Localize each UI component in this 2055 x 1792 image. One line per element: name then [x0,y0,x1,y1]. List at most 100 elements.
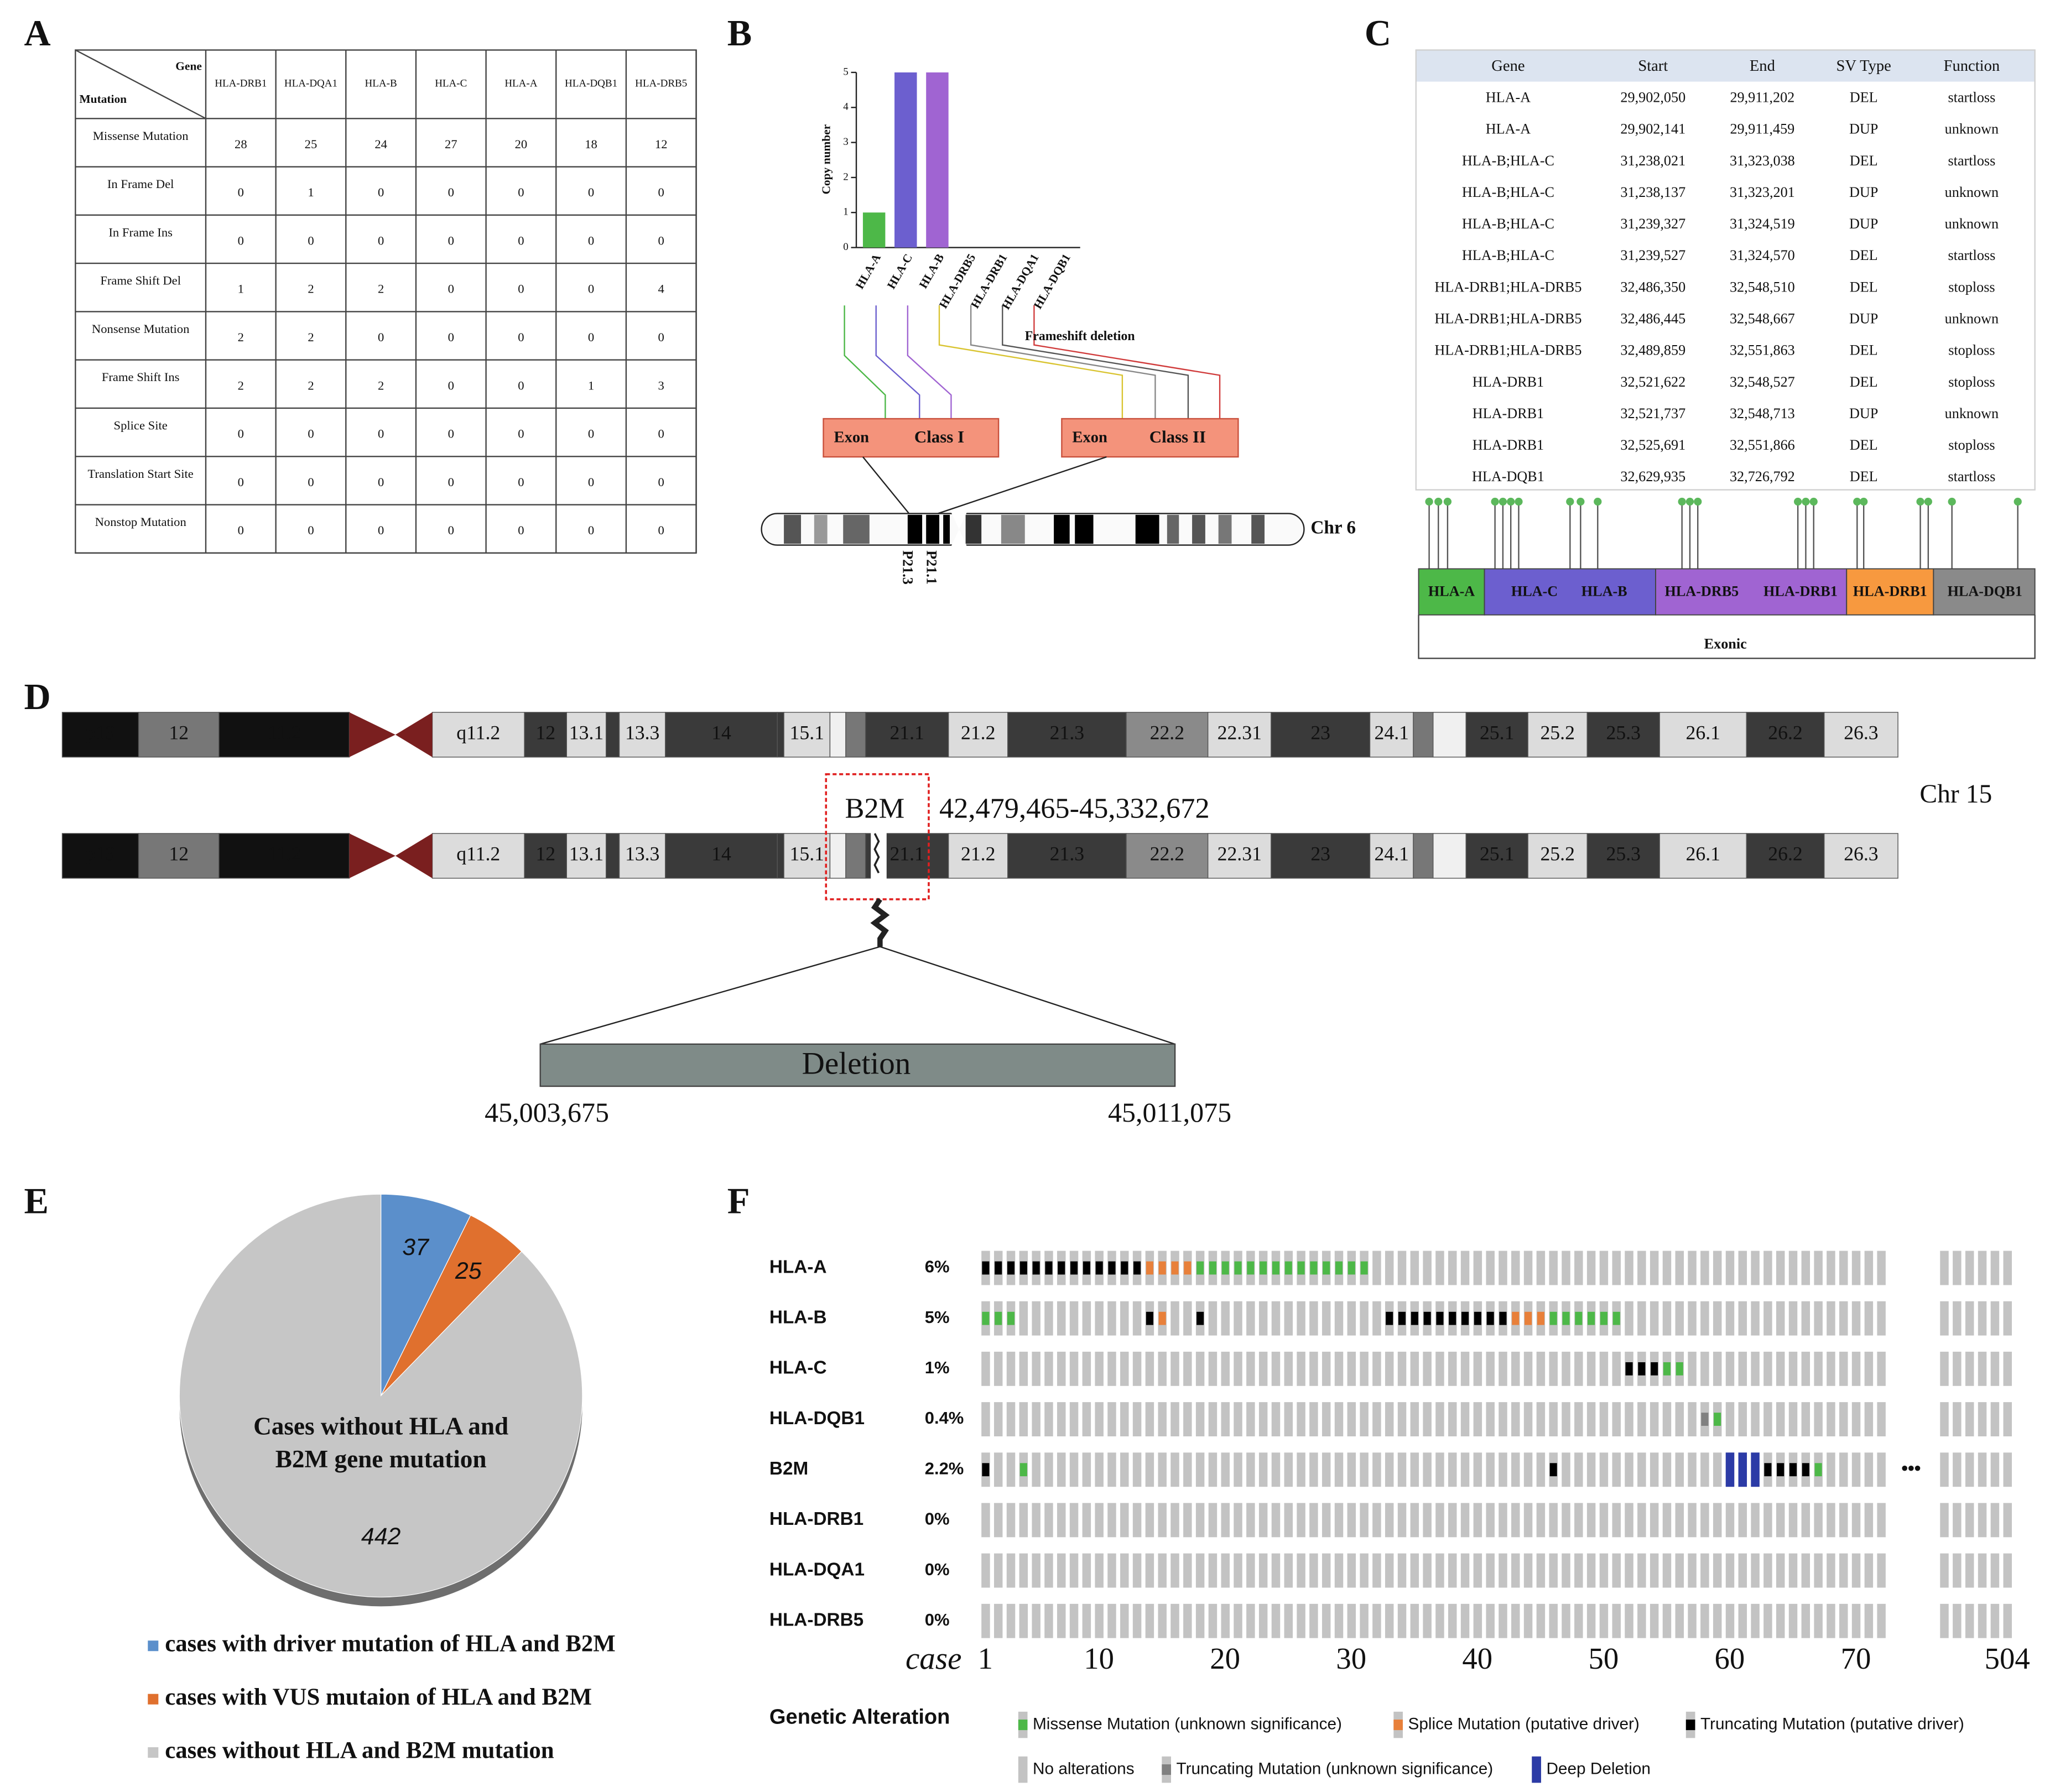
case-cell [1725,1402,1735,1436]
case-cell [1700,1251,1709,1285]
case-cell [1637,1553,1646,1588]
cell-value: 0 [658,330,664,344]
case-cell [1562,1452,1570,1487]
case-cell [1132,1301,1142,1336]
case-cell [1183,1503,1192,1538]
case-cell [1864,1553,1874,1588]
cell-value: 1 [308,185,314,199]
case-cell [1322,1553,1331,1588]
gene-percent: 5% [925,1307,950,1327]
chromosome-band [814,514,828,544]
cell-value: 0 [588,282,594,296]
case-cell [1536,1351,1546,1386]
start-label: 45,003,675 [485,1097,609,1128]
case-cell [1360,1553,1369,1588]
chromosome-band [61,712,139,758]
case-cell [1297,1603,1305,1638]
column-header: Start [1638,58,1668,75]
centromere [951,529,967,546]
case-cell [1675,1553,1684,1588]
case-cell [1839,1351,1848,1386]
alteration [1007,1261,1015,1275]
band-label: 12 [535,843,555,865]
zoom-line [540,946,881,1045]
chromosome-band [1746,833,1825,879]
case-cell [1032,1301,1040,1336]
case-cell [1460,1402,1470,1436]
lollipop-head [1860,497,1868,506]
region-label: Exonic [1704,636,1747,652]
case-cell [1069,1452,1079,1487]
case-cell [1057,1351,1066,1386]
case-cell [1473,1351,1482,1386]
case-cell [1511,1351,1520,1386]
case-cell [1473,1503,1482,1538]
case-cell [1536,1402,1546,1436]
case-cell [1347,1351,1356,1386]
legend-swatch-mark [1685,1720,1695,1731]
connector [1033,305,1221,419]
x-tick-label: 10 [1084,1642,1114,1675]
case-cell [1322,1402,1331,1436]
case-cell [1953,1603,1962,1638]
case-cell [1069,1301,1079,1336]
case-cell [1574,1452,1583,1487]
cell-value: 1 [238,282,244,296]
case-cell [1536,1503,1546,1538]
cell-value: 0 [378,523,384,537]
alteration [1701,1413,1709,1426]
case-cell [1827,1503,1835,1538]
cell: HLA-A [1486,90,1531,106]
case-cell [1410,1603,1419,1638]
chromosome-band [1369,712,1414,758]
case-cell [1360,1402,1369,1436]
table-border [1415,49,2036,491]
case-cell [1713,1301,1722,1336]
case-cell [1978,1553,1987,1588]
lollipop-head [1491,497,1499,506]
case-cell [1208,1351,1218,1386]
cell-value: 0 [238,475,244,489]
cell: DEL [1850,90,1878,106]
case-cell [1801,1553,1811,1588]
cell: HLA-A [1486,121,1531,137]
case-cell [1044,1553,1053,1588]
case-cell [1385,1351,1394,1386]
y-axis-label: Copy number [820,124,833,194]
cell: HLA-DRB1;HLA-DRB5 [1434,311,1581,327]
connector [938,305,1123,419]
zoom-line [862,456,910,514]
alteration [1019,1261,1027,1275]
cell: 29,902,050 [1620,90,1685,106]
case-cell [1234,1402,1242,1436]
chromosome-band [1465,712,1528,758]
band-label: 13.3 [625,722,659,744]
case-cell [1751,1603,1760,1638]
case-cell [2003,1553,2012,1588]
cell: 29,902,141 [1620,121,1685,137]
case-cell [1675,1402,1684,1436]
case-cell [1044,1351,1053,1386]
case-cell [1258,1603,1268,1638]
case-cell [1486,1452,1495,1487]
case-cell [1788,1301,1798,1336]
cell-value: 0 [518,427,524,441]
legend-swatch-mark [1393,1720,1403,1731]
case-cell [1990,1301,2000,1336]
alteration [1045,1261,1053,1275]
cell-value: 0 [448,523,454,537]
case-cell [1751,1402,1760,1436]
cell-value: 0 [588,427,594,441]
case-cell [1688,1452,1697,1487]
case-cell [1965,1402,1974,1436]
case-cell [1410,1351,1419,1386]
case-cell [1183,1351,1192,1386]
case-cell [1347,1301,1356,1336]
case-cell [1435,1351,1444,1386]
case-cell [1410,1553,1419,1588]
row-label: Splice Site [113,419,167,433]
x-tick-label: 70 [1841,1642,1871,1675]
case-cell [1435,1402,1444,1436]
lollipop-head [1694,497,1702,506]
alteration [1612,1311,1620,1325]
